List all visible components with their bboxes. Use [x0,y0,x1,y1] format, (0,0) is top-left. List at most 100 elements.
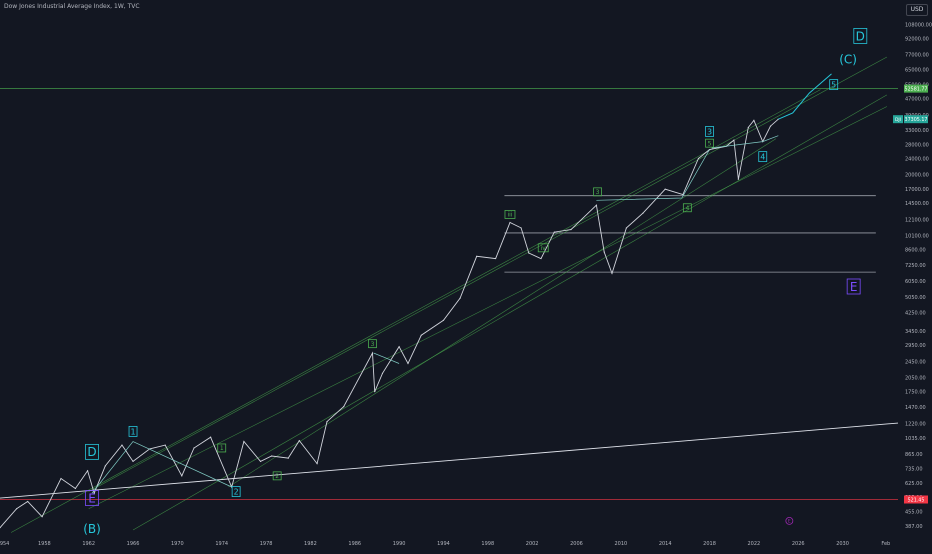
price-point [442,319,445,321]
wave-label: 3 [368,339,377,349]
price-point [259,460,262,462]
price-point [407,362,409,365]
price-point [494,257,497,260]
price-point [164,444,166,446]
x-tick-label: 1962 [82,541,95,547]
wave-label: 1 [128,426,138,437]
wave-label-box [368,339,377,349]
wave-label-box [85,490,99,506]
wave-label: 2 [231,486,241,497]
chart-title: Dow Jones Industrial Average Index, 1W, … [4,3,140,10]
wave-label: 3 [705,126,714,137]
y-tick-label: 47000.00 [905,96,929,102]
y-tick-label: 8600.00 [905,248,926,254]
price-point [326,421,328,423]
x-tick-label: 2022 [748,541,761,547]
wave-label: 4 [682,203,692,213]
price-point [476,255,478,257]
y-tick-label: 6050.00 [905,279,926,285]
wave-labels: D E (B) 1 2 1 2 3 iii iv 3 4 3 5 4 5 (C) D E E [83,28,868,536]
event-marker-circle [785,517,794,525]
wave-label-text: iv [541,245,547,252]
x-tick-label: 2002 [526,541,539,547]
y-tick-label: 1220.00 [905,422,926,428]
price-tag-value: 52581.77 [905,86,928,92]
price-point [181,475,183,477]
y-tick-label: 387.00 [905,524,923,530]
price-tag-value: 37305.17 [905,117,928,123]
channel-line-4 [228,138,777,488]
price-point [371,352,374,354]
price-point [733,139,735,141]
y-tick-label: 1750.00 [905,389,926,395]
currency-button[interactable]: USD [906,4,928,16]
y-tick-label: 7250.00 [905,263,926,269]
x-tick-label: 1958 [38,541,51,547]
y-tick-label: 24000.00 [905,156,929,162]
x-tick-label: 1982 [304,541,317,547]
wave-label-text: 3 [596,189,600,196]
y-tick-label: 2950.00 [905,343,926,349]
wave-label-box [593,187,602,197]
price-point [753,119,755,121]
wave-label: 1 [217,443,227,453]
wave-label: 3 [593,187,602,197]
price-point [41,516,43,518]
wave-label: E [85,490,99,506]
wave-label-box [85,443,99,460]
price-point [287,457,289,459]
price-point [374,391,376,393]
wave-label: 4 [758,151,768,163]
x-axis[interactable]: 1954 1958 1962 1966 1970 1974 1978 1982 1986 1990… [0,541,890,547]
price-point [16,508,18,510]
price-line-0 [0,118,779,528]
wave-label: iv [537,243,549,253]
projection-path [778,73,832,120]
y-tick-label: 4250.00 [905,310,926,316]
price-point [398,346,400,348]
price-tag-bg [904,115,928,124]
price-point [343,405,345,408]
price-point [553,231,555,233]
y-tick-label: 77000.00 [905,52,929,58]
price-point [298,440,300,442]
channel-line-2 [10,89,821,533]
y-tick-label: 33000.00 [905,128,929,134]
wave-label: 5 [705,138,714,148]
wave-label-text: E [88,491,96,505]
y-tick-label: 20000.00 [905,173,929,179]
wave-label: (C) [839,53,857,67]
price-point [104,465,106,467]
price-tag-symbol-bg [893,115,903,124]
price-point [570,228,572,231]
y-tick-label: 625.00 [905,481,923,487]
wave-label-box [705,138,714,148]
price-point [769,125,772,127]
x-tick-label: 2018 [703,541,716,547]
price-tag-bg [904,84,928,93]
price-point [74,487,76,490]
wave-label-box [128,426,138,437]
price-point [747,126,749,129]
y-tick-label: 14500.00 [905,201,929,207]
wave-label-text: 3 [371,341,375,348]
wave-label: iii [504,210,516,219]
price-point [642,212,644,214]
wave-label: (B) [83,522,101,536]
x-tick-label: 1954 [0,541,9,547]
price-point [121,444,123,446]
wave-label-text: D [856,29,865,43]
wave-label-box [504,210,516,219]
wave-connector-3 [711,135,779,149]
price-point [459,297,461,299]
wave-label-text: D [87,445,96,459]
wave-label: D [85,443,99,460]
y-tick-label: 2450.00 [905,359,926,365]
long-term-trendline [0,422,899,499]
y-tick-label: 5050.00 [905,295,926,301]
y-tick-label: 12100.00 [905,217,929,223]
x-tick-label: Feb [881,541,890,547]
wave-label-box [829,79,839,91]
